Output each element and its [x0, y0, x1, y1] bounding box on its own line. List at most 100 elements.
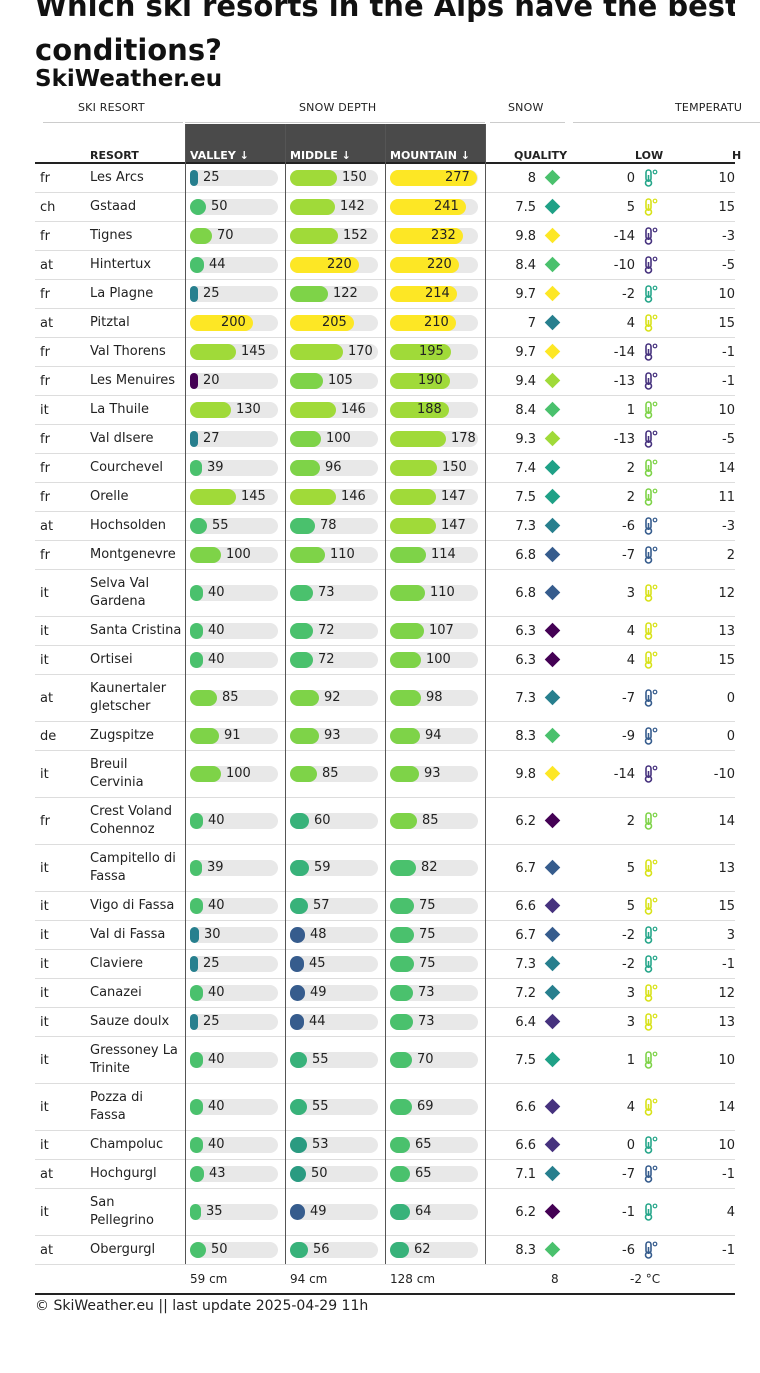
col-header-middle[interactable]: MIDDLE ↓	[290, 149, 351, 162]
resort-name[interactable]: Crest Voland Cohennoz	[90, 804, 173, 837]
resort-name[interactable]: Gressoney La Trinite	[90, 1043, 178, 1076]
middle-depth-value: 49	[310, 985, 327, 1000]
resort-name[interactable]: Les Menuires	[90, 373, 176, 388]
resort-name[interactable]: Val dIsere	[90, 431, 154, 446]
valley-depth-bar	[190, 813, 203, 829]
mountain-depth-value: 98	[426, 690, 443, 705]
valley-depth-bar	[190, 766, 221, 782]
resort-name[interactable]: Hochsolden	[90, 518, 166, 533]
mountain-depth-value: 65	[415, 1137, 432, 1152]
resort-name[interactable]: La Plagne	[90, 286, 154, 301]
mountain-depth-bar	[390, 956, 414, 972]
valley-depth-value: 25	[203, 170, 220, 185]
valley-bar-track	[190, 585, 278, 601]
group-header-snow: SNOW	[508, 101, 544, 114]
mountain-depth-value: 150	[442, 460, 467, 475]
resort-name[interactable]: Val Thorens	[90, 344, 166, 359]
col-header-high[interactable]: H	[732, 149, 742, 162]
quality-diamond-icon	[544, 169, 561, 186]
snow-quality-value: 7.5	[515, 199, 536, 215]
resort-name[interactable]: Montgenevre	[90, 547, 176, 562]
middle-depth-value: 105	[328, 373, 353, 388]
middle-depth-value: 53	[312, 1137, 329, 1152]
resort-name[interactable]: Val di Fassa	[90, 927, 166, 942]
resort-name[interactable]: Sauze doulx	[90, 1014, 170, 1029]
group-rule-depth	[185, 122, 485, 123]
snow-quality-value: 7.5	[515, 1052, 536, 1068]
resort-name[interactable]: Breuil Cervinia	[90, 757, 144, 790]
valley-depth-value: 100	[226, 766, 251, 781]
low-temp-value: 3	[626, 585, 635, 601]
middle-depth-value: 50	[311, 1166, 328, 1181]
thermometer-icon	[643, 227, 663, 245]
country-code: fr	[40, 228, 50, 244]
resort-name[interactable]: Zugspitze	[90, 728, 154, 743]
country-code: it	[40, 956, 49, 972]
resort-name[interactable]: Selva Val Gardena	[90, 576, 150, 609]
resort-name[interactable]: Ortisei	[90, 652, 133, 667]
country-code: fr	[40, 460, 50, 476]
snow-quality-value: 6.6	[515, 1137, 536, 1153]
middle-depth-bar	[290, 199, 335, 215]
low-temp-value: 2	[626, 813, 635, 829]
resort-name[interactable]: Hintertux	[90, 257, 152, 272]
resort-name[interactable]: Gstaad	[90, 199, 137, 214]
col-header-resort[interactable]: RESORT	[90, 149, 139, 162]
country-code: it	[40, 898, 49, 914]
valley-depth-bar	[190, 898, 203, 914]
footer-mountain-avg: 128 cm	[390, 1272, 436, 1286]
mountain-depth-value: 114	[431, 547, 456, 562]
mountain-bar-track	[390, 1052, 478, 1068]
table-row: fr Les Arcs 25 150 277 8 0 10	[35, 164, 735, 193]
col-header-low[interactable]: LOW	[635, 149, 664, 162]
high-temp-value: 0	[726, 690, 735, 706]
low-temp-value: -7	[622, 1166, 635, 1182]
valley-depth-bar	[190, 860, 202, 876]
col-header-mountain[interactable]: MOUNTAIN ↓	[390, 149, 470, 162]
resort-name[interactable]: Pitztal	[90, 315, 130, 330]
country-code: it	[40, 1204, 49, 1220]
resort-name[interactable]: Claviere	[90, 956, 144, 971]
valley-depth-value: 85	[222, 690, 239, 705]
middle-depth-bar	[290, 690, 319, 706]
resort-name[interactable]: Obergurgl	[90, 1242, 156, 1257]
mountain-depth-value: 82	[421, 860, 438, 875]
mountain-bar-track	[390, 1137, 478, 1153]
table-row: at Hochgurgl 43 50 65 7.1 -7 -1	[35, 1160, 735, 1189]
country-code: it	[40, 652, 49, 668]
quality-diamond-icon	[544, 1165, 561, 1182]
high-temp-value: 10	[718, 402, 735, 418]
low-temp-value: -13	[613, 373, 635, 389]
resort-name[interactable]: Campitello di Fassa	[90, 851, 176, 884]
resort-name[interactable]: Santa Cristina	[90, 623, 182, 638]
col-header-valley[interactable]: VALLEY ↓	[190, 149, 249, 162]
resort-name[interactable]: Courchevel	[90, 460, 164, 475]
valley-depth-value: 40	[208, 898, 225, 913]
resort-name[interactable]: Tignes	[90, 228, 133, 243]
resort-name[interactable]: Orelle	[90, 489, 129, 504]
low-temp-value: -14	[613, 344, 635, 360]
valley-depth-bar	[190, 460, 202, 476]
resort-name[interactable]: Canazei	[90, 985, 142, 1000]
resort-name[interactable]: Hochgurgl	[90, 1166, 157, 1181]
resort-name[interactable]: Pozza di Fassa	[90, 1090, 143, 1123]
middle-depth-bar	[290, 1137, 307, 1153]
resort-name[interactable]: La Thuile	[90, 402, 149, 417]
thermometer-icon	[643, 430, 663, 448]
high-temp-value: -3	[722, 518, 735, 534]
resort-name[interactable]: Les Arcs	[90, 170, 144, 185]
low-temp-value: -14	[613, 228, 635, 244]
resort-name[interactable]: San Pellegrino	[90, 1195, 154, 1228]
quality-diamond-icon	[544, 459, 561, 476]
mountain-depth-bar	[390, 1204, 410, 1220]
low-temp-value: 0	[626, 1137, 635, 1153]
quality-diamond-icon	[544, 622, 561, 639]
high-temp-value: 15	[718, 315, 735, 331]
middle-depth-bar	[290, 344, 343, 360]
col-header-quality[interactable]: QUALITY	[514, 149, 568, 162]
valley-depth-bar	[190, 257, 204, 273]
resort-name[interactable]: Champoluc	[90, 1137, 164, 1152]
low-temp-value: -9	[622, 728, 635, 744]
resort-name[interactable]: Kaunertaler gletscher	[90, 681, 167, 714]
resort-name[interactable]: Vigo di Fassa	[90, 898, 175, 913]
